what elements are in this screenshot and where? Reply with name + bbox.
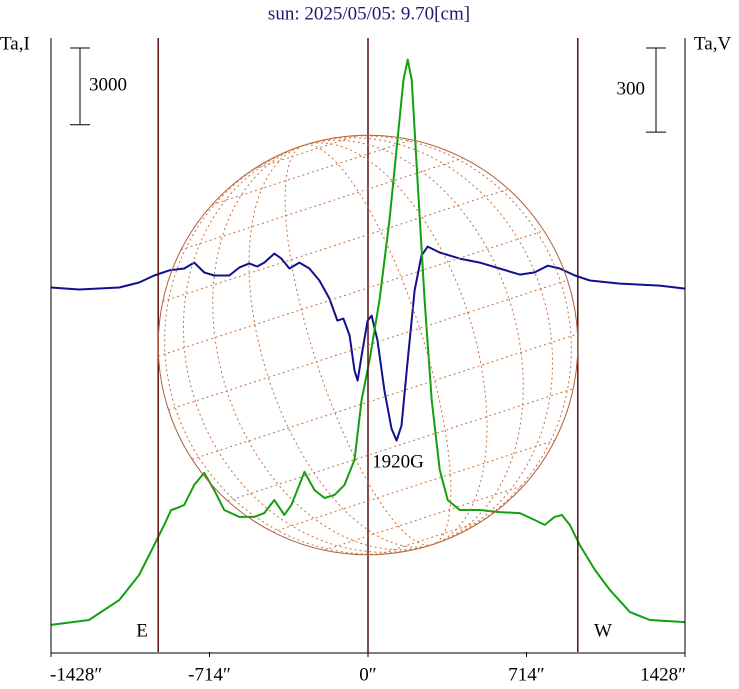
x-tick-label: -1428″ (50, 664, 102, 685)
y-axis-label: Ta,I (0, 33, 30, 54)
x-tick-label: 714″ (508, 664, 544, 685)
parallel (162, 188, 509, 302)
parallel (378, 520, 483, 555)
annotation: 1920G (372, 451, 424, 472)
annotation: W (594, 620, 612, 641)
annotation: E (136, 620, 148, 641)
parallel (324, 484, 525, 551)
scale-bar-label: 300 (617, 78, 646, 99)
parallel (253, 135, 358, 170)
solar-disk (157, 134, 579, 556)
x-tick-label: 0″ (359, 664, 376, 685)
x-tick-label: 1428″ (640, 664, 686, 685)
data-line (50, 245, 686, 442)
parallel (158, 230, 545, 357)
data-line (50, 58, 686, 626)
parallel (227, 388, 574, 502)
chart-title: sun: 2025/05/05: 9.70[cm] (268, 3, 470, 24)
y2-axis-label: Ta,V (694, 33, 731, 54)
meridian (164, 135, 572, 555)
x-tick-label: -714″ (188, 664, 231, 685)
scale-bar-label: 3000 (89, 75, 127, 96)
